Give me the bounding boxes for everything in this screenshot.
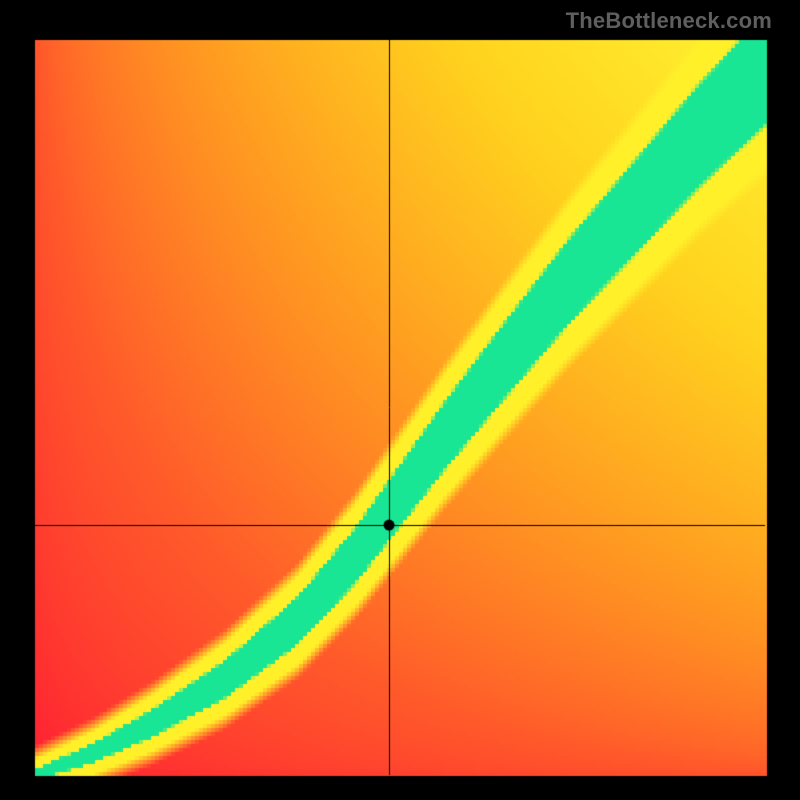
watermark-label: TheBottleneck.com xyxy=(566,8,772,34)
bottleneck-heatmap xyxy=(0,0,800,800)
chart-stage: { "watermark": { "text": "TheBottleneck.… xyxy=(0,0,800,800)
